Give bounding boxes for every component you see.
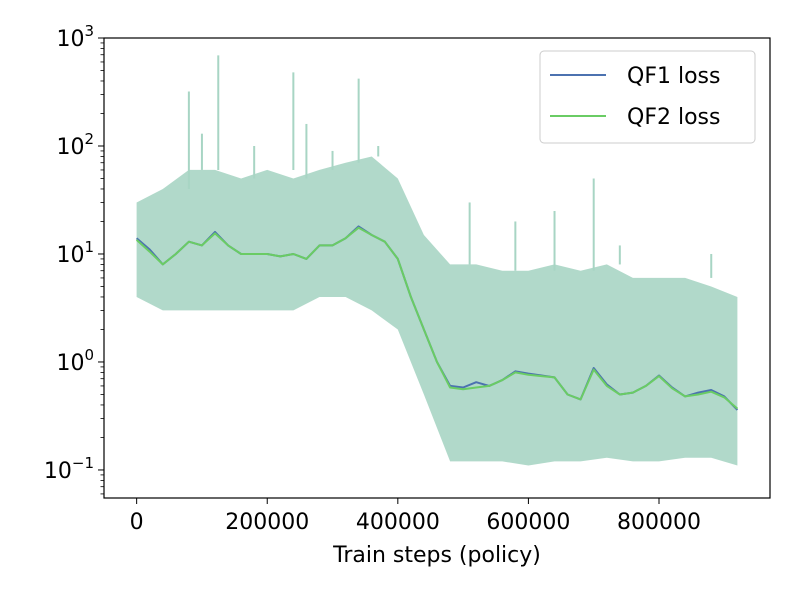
legend: QF1 loss QF2 loss bbox=[539, 50, 756, 144]
y-tick-label: 101 bbox=[56, 238, 94, 268]
x-tick-label: 0 bbox=[130, 510, 144, 535]
x-tick-label: 200000 bbox=[225, 510, 309, 535]
raw-loss-band bbox=[136, 156, 738, 466]
x-axis-label: Train steps (policy) bbox=[332, 543, 541, 568]
axes-frame bbox=[103, 37, 771, 499]
series-line-qf2 bbox=[135, 226, 739, 410]
legend-label-qf1: QF1 loss bbox=[627, 64, 720, 89]
plot-area bbox=[135, 55, 739, 466]
y-tick-label: 100 bbox=[56, 346, 94, 376]
y-axis: 10−1 100 101 102 103 bbox=[44, 22, 104, 495]
y-tick-label: 103 bbox=[56, 22, 94, 52]
x-tick-label: 400000 bbox=[356, 510, 440, 535]
x-tick-label: 600000 bbox=[486, 510, 570, 535]
x-axis: 0 200000 400000 600000 800000 bbox=[130, 498, 701, 535]
legend-label-qf2: QF2 loss bbox=[627, 105, 720, 130]
y-tick-label: 102 bbox=[56, 130, 94, 160]
x-tick-label: 800000 bbox=[617, 510, 701, 535]
y-tick-label: 10−1 bbox=[44, 454, 94, 484]
